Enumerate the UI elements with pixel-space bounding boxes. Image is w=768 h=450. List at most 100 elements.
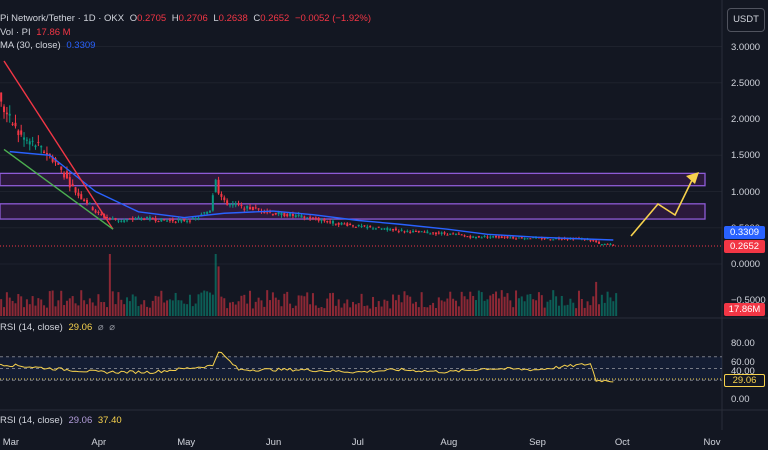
volume-bar: [277, 299, 280, 316]
candle-body: [383, 228, 386, 230]
rsi-footer-value-2: 37.40: [97, 415, 122, 426]
candle-body: [237, 203, 240, 205]
candle-body: [560, 238, 563, 240]
rsi-footer-legend: RSI (14, close) 29.06 37.40: [0, 415, 125, 427]
candle-body: [180, 219, 183, 222]
volume-bar: [94, 305, 97, 316]
support-trend-line: [3, 148, 114, 230]
volume-value: 17.86 M: [36, 27, 71, 38]
projection-arrowhead: [686, 172, 699, 184]
volume-bar: [580, 298, 583, 316]
candle-body: [74, 187, 77, 193]
candle-body: [126, 219, 129, 221]
cropped-top-caption: [0, 0, 300, 3]
volume-bar: [369, 308, 372, 316]
candle-body: [552, 239, 555, 241]
volume-bar: [423, 307, 426, 316]
candle-body: [226, 200, 229, 205]
ohlc-legend: Pi Network/Tether · 1D · OKX O0.2705 H0.…: [0, 13, 374, 25]
volume-bar: [443, 301, 446, 316]
volume-bar: [323, 308, 326, 316]
candle-body: [372, 228, 375, 230]
candle-body: [389, 229, 392, 231]
volume-bar: [409, 296, 412, 316]
candle-body: [460, 234, 463, 236]
candle-body: [532, 237, 535, 239]
candle-body: [595, 240, 598, 243]
volume-bar: [609, 297, 612, 316]
candle-body: [137, 217, 140, 219]
volume-bar: [509, 300, 512, 316]
volume-bar: [229, 302, 231, 316]
volume-bar: [492, 293, 495, 316]
ma-price-tag: 0.3309: [724, 226, 765, 239]
candle-body: [131, 218, 134, 220]
candle-body: [0, 92, 3, 102]
candle-body: [148, 217, 151, 220]
candle-body: [386, 227, 389, 231]
settings-icon[interactable]: ⌀: [109, 322, 115, 333]
candle-body: [606, 243, 609, 245]
candle-body: [420, 231, 423, 233]
volume-bar: [237, 301, 240, 316]
volume-bar: [28, 304, 31, 316]
candle-body: [477, 236, 480, 238]
candle-body: [191, 217, 194, 219]
volume-bar: [569, 298, 572, 316]
volume-bar: [223, 298, 226, 316]
price-axis-label: 2.0000: [731, 114, 761, 125]
candle-body: [309, 217, 312, 219]
candle-body: [206, 211, 209, 214]
ma-label[interactable]: MA (30, close): [0, 40, 61, 51]
candle-body: [517, 237, 520, 239]
candle-body: [203, 212, 206, 214]
candle-body: [360, 225, 363, 227]
candle-body: [51, 156, 54, 162]
candle-body: [374, 228, 377, 230]
volume-bar: [217, 266, 220, 316]
rsi-label[interactable]: RSI (14, close): [0, 322, 63, 333]
candle-body: [160, 218, 163, 222]
volume-bar: [14, 303, 17, 316]
symbol-title[interactable]: Pi Network/Tether · 1D · OKX: [0, 13, 125, 24]
candle-body: [509, 237, 512, 239]
price-axis-label: 2.5000: [731, 77, 761, 89]
candle-body: [183, 219, 186, 221]
price-axis-label: 1.5000: [731, 150, 761, 162]
volume-bar: [180, 300, 183, 316]
volume-bar: [412, 303, 415, 316]
candle-body: [377, 226, 380, 228]
volume-bar: [386, 300, 389, 316]
volume-bar: [397, 294, 400, 316]
volume-bar: [260, 300, 263, 316]
volume-bar: [188, 294, 191, 316]
volume-bar: [126, 297, 129, 316]
volume-bar: [311, 293, 314, 316]
volume-bar: [134, 296, 137, 316]
volume-bar: [85, 304, 88, 316]
volume-bar: [108, 254, 111, 316]
candle-body: [65, 171, 68, 179]
volume-bar: [352, 301, 354, 316]
candle-body: [34, 145, 37, 148]
volume-bar: [286, 291, 289, 316]
price-axis-label: 3.0000: [731, 41, 761, 53]
rsi-footer-label[interactable]: RSI (14, close): [0, 415, 63, 426]
candle-body: [323, 219, 326, 222]
volume-bar: [163, 302, 166, 316]
volume-bar: [517, 298, 520, 316]
volume-label[interactable]: Vol · PI: [0, 27, 31, 38]
volume-bar: [577, 290, 580, 316]
candle-body: [380, 228, 383, 230]
volume-bar: [486, 299, 489, 316]
volume-bar: [366, 305, 369, 316]
volume-bar: [280, 306, 283, 316]
rsi-legend: RSI (14, close) 29.06 ⌀ ⌀: [0, 322, 118, 334]
volume-bar: [143, 300, 146, 316]
candle-body: [434, 232, 437, 235]
candle-body: [369, 225, 372, 227]
currency-button[interactable]: USDT: [727, 8, 765, 32]
candle-body: [243, 208, 246, 210]
visibility-icon[interactable]: ⌀: [97, 322, 104, 333]
volume-bar: [48, 291, 51, 316]
